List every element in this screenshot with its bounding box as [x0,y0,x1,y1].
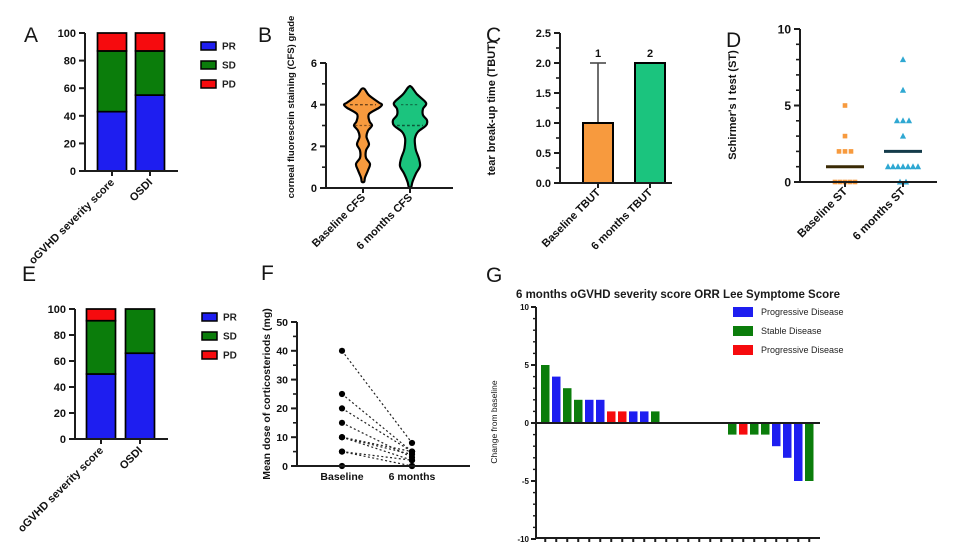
svg-text:1.0: 1.0 [536,118,551,130]
svg-text:Stable Disease: Stable Disease [761,326,822,336]
waterfall-chart-g: 6 months oGVHD severity score ORR Lee Sy… [489,289,844,544]
panel-letter-c: C [486,24,502,47]
svg-text:PR: PR [222,42,237,53]
svg-text:4: 4 [311,100,318,112]
svg-text:0: 0 [784,175,791,189]
svg-text:-5: -5 [522,477,530,486]
violin-chart-b: 0 2 4 6 corneal fluorescein staining (CFS) g… [286,16,453,252]
svg-text:100: 100 [48,304,66,316]
svg-text:5: 5 [525,361,530,370]
svg-text:40: 40 [276,346,288,358]
svg-text:20: 20 [64,138,76,150]
svg-text:20: 20 [276,403,288,415]
svg-text:0.5: 0.5 [536,148,551,160]
svg-text:Baseline ST: Baseline ST [796,186,851,241]
panel-letter-e: E [22,263,37,286]
svg-text:20: 20 [54,408,66,420]
svg-text:6: 6 [311,58,317,70]
svg-text:6 months: 6 months [389,471,436,483]
svg-text:60: 60 [64,83,76,95]
svg-text:0: 0 [311,183,317,195]
svg-text:oGVHD severity score: oGVHD severity score [27,177,117,267]
svg-text:6 months oGVHD severity score: 6 months oGVHD severity score ORR Lee Sy… [516,289,840,301]
svg-text:SD: SD [222,61,236,72]
svg-text:100: 100 [58,28,76,40]
svg-text:2: 2 [647,48,653,60]
panel-letter-d: D [726,29,742,52]
svg-text:40: 40 [64,111,76,123]
svg-text:Baseline: Baseline [320,471,363,483]
svg-text:10: 10 [778,22,792,36]
panel-letter-g: G [486,264,503,287]
svg-text:60: 60 [54,356,66,368]
svg-text:80: 80 [64,56,76,68]
svg-text:-10: -10 [517,535,529,544]
svg-text:2.5: 2.5 [536,28,551,40]
svg-text:10: 10 [276,432,288,444]
svg-text:2: 2 [311,141,317,153]
svg-text:OSDI: OSDI [128,177,156,205]
svg-text:0: 0 [60,434,66,446]
svg-text:Change from baseline: Change from baseline [489,380,499,463]
svg-text:40: 40 [54,382,66,394]
svg-text:tear break-up time (TBUT): tear break-up time (TBUT) [486,40,498,175]
svg-text:80: 80 [54,330,66,342]
stacked-bar-chart-e: 0 20 40 60 80 100 oGVHD severity score OSDI PR SD… [16,304,238,535]
svg-text:PD: PD [223,351,237,362]
panel-letter-a: A [24,24,39,47]
bar-chart-c: 0.0 0.5 1.0 1.5 2.0 2.5 tear break-up time (TB… [486,28,672,253]
panel-letter-b: B [258,24,273,47]
svg-text:corneal fluorescein staining (: corneal fluorescein staining (CFS) grade [286,16,297,199]
svg-text:Progressive Disease: Progressive Disease [761,307,844,317]
svg-text:50: 50 [276,317,288,329]
svg-text:SD: SD [223,332,237,343]
svg-text:PR: PR [223,313,238,324]
svg-text:Mean dose of corticosteriods (: Mean dose of corticosteriods (mg) [261,308,273,480]
svg-text:PD: PD [222,80,236,91]
svg-text:0: 0 [525,419,530,428]
svg-text:OSDI: OSDI [118,445,146,473]
svg-text:30: 30 [276,374,288,386]
svg-text:1.5: 1.5 [536,88,551,100]
svg-text:2.0: 2.0 [536,58,551,70]
svg-text:1: 1 [595,48,601,60]
svg-text:6 months ST: 6 months ST [851,186,908,243]
svg-text:5: 5 [784,99,791,113]
stacked-bar-chart-a: 0 20 40 60 80 100 oGVHD severity score OSDI PR SD… [27,28,237,267]
svg-text:0.0: 0.0 [536,178,551,190]
svg-text:oGVHD severity score: oGVHD severity score [16,445,106,535]
svg-text:Schirmer's I test (ST): Schirmer's I test (ST) [727,50,739,160]
svg-text:10: 10 [520,303,529,312]
panel-letter-f: F [261,262,274,285]
svg-text:0: 0 [282,461,288,473]
scatter-chart-d: 0 5 10 Schirmer's I test (ST) Baseline ST 6 m… [727,22,937,243]
svg-text:0: 0 [70,166,76,178]
svg-text:Progressive Disease: Progressive Disease [761,345,844,355]
